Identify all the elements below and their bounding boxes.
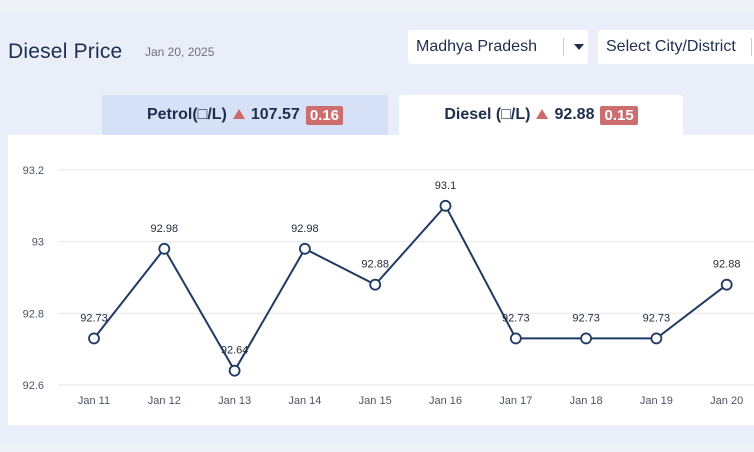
city-select[interactable]: Select City/District bbox=[598, 30, 754, 64]
data-label: 92.73 bbox=[572, 312, 600, 324]
tab-petrol[interactable]: Petrol(□/L) 107.57 0.16 bbox=[102, 95, 388, 135]
data-label: 92.73 bbox=[643, 312, 671, 324]
x-tick-label: Jan 17 bbox=[499, 395, 532, 407]
x-tick-label: Jan 14 bbox=[288, 395, 321, 407]
data-label: 92.73 bbox=[502, 312, 530, 324]
price-line-chart: 93.2 93 92.8 92.6 Jan 11 Jan 12 Jan 13 Jan 14 Ja… bbox=[23, 165, 754, 407]
data-label: 92.64 bbox=[221, 345, 249, 357]
data-point bbox=[369, 278, 382, 291]
x-tick-label: Jan 19 bbox=[640, 395, 673, 407]
x-tick-label: Jan 13 bbox=[218, 395, 251, 407]
y-tick-label: 93 bbox=[32, 237, 44, 249]
price-up-arrow-icon bbox=[536, 109, 549, 119]
city-select-placeholder: Select City/District bbox=[606, 38, 736, 55]
x-tick-label: Jan 12 bbox=[148, 395, 181, 407]
x-tick-label: Jan 11 bbox=[78, 395, 110, 407]
series-line bbox=[93, 204, 728, 373]
x-tick-label: Jan 15 bbox=[359, 395, 392, 407]
y-tick-label: 92.6 bbox=[23, 380, 44, 392]
tab-diesel-change-badge: 0.15 bbox=[600, 105, 638, 125]
y-tick-label: 93.2 bbox=[23, 165, 44, 177]
x-tick-label: Jan 18 bbox=[570, 395, 603, 407]
y-tick-label: 92.8 bbox=[23, 308, 44, 320]
data-label: 92.98 bbox=[291, 223, 319, 235]
price-up-arrow-icon bbox=[232, 109, 245, 119]
data-label: 92.98 bbox=[151, 223, 179, 235]
price-chart-card: 93.2 93 92.8 92.6 Jan 11 Jan 12 Jan 13 Jan 14 Ja… bbox=[8, 135, 754, 425]
page-title: Diesel Price bbox=[8, 40, 123, 63]
data-point bbox=[88, 332, 100, 345]
data-point bbox=[650, 332, 663, 345]
data-point bbox=[228, 364, 241, 377]
x-tick-label: Jan 16 bbox=[429, 395, 462, 407]
city-select-divider bbox=[751, 38, 752, 56]
data-point bbox=[720, 278, 733, 291]
chevron-down-icon[interactable] bbox=[574, 44, 584, 50]
price-date: Jan 20, 2025 bbox=[145, 45, 215, 59]
data-label: 92.73 bbox=[80, 312, 108, 324]
data-point bbox=[298, 242, 311, 255]
state-select-divider bbox=[563, 38, 564, 56]
data-point bbox=[439, 199, 452, 212]
tab-diesel-label: Diesel (□/L) bbox=[444, 106, 531, 123]
data-point bbox=[580, 332, 592, 345]
tab-petrol-change-badge: 0.16 bbox=[305, 105, 344, 125]
tab-diesel-price: 92.88 bbox=[554, 106, 595, 123]
x-tick-label: Jan 20 bbox=[710, 395, 743, 407]
data-label: 92.88 bbox=[713, 259, 741, 271]
tab-petrol-price: 107.57 bbox=[250, 106, 300, 123]
data-point bbox=[509, 332, 522, 345]
state-select-value: Madhya Pradesh bbox=[416, 38, 537, 55]
tab-petrol-label: Petrol(□/L) bbox=[146, 106, 227, 123]
tab-diesel[interactable]: Diesel (□/L) 92.88 0.15 bbox=[399, 95, 683, 135]
data-label: 93.1 bbox=[435, 180, 456, 192]
state-select[interactable]: Madhya Pradesh bbox=[408, 30, 588, 64]
data-point bbox=[158, 242, 171, 255]
data-label: 92.88 bbox=[361, 259, 389, 271]
